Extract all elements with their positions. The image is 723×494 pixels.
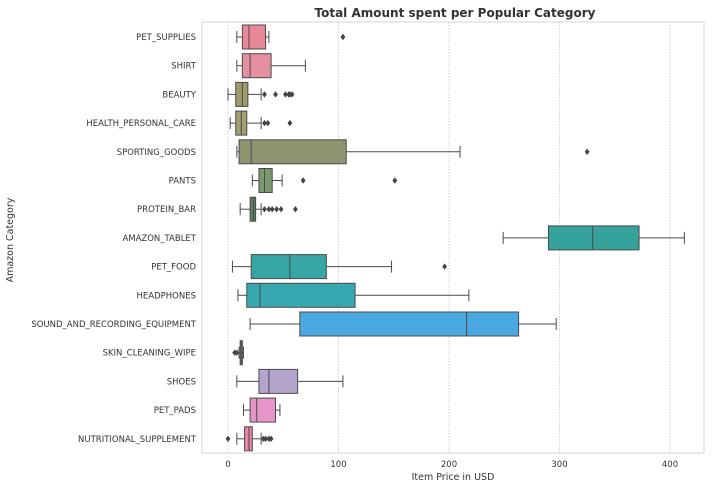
- box-iqr: [238, 139, 347, 165]
- x-tick-label: 100: [330, 460, 346, 470]
- category-label: SHOES: [167, 377, 196, 387]
- category-labels: PET_SUPPLIES SHIRT BEAUTY HEALTH_PERSONAL_C…: [31, 33, 196, 445]
- box-iqr: [241, 24, 267, 50]
- outlier-point: [300, 177, 306, 184]
- box-iqr: [258, 368, 299, 394]
- x-tick-labels: 0 100 200 300 400: [225, 460, 678, 470]
- box-beauty: [227, 81, 295, 107]
- outlier-point: [584, 148, 590, 155]
- box-nutritional-supplement: [225, 426, 274, 452]
- category-label: SPORTING_GOODS: [117, 148, 196, 158]
- category-label: BEAUTY: [162, 90, 196, 100]
- outlier-point: [262, 206, 267, 213]
- outlier-point: [268, 435, 274, 442]
- box-headphones: [237, 282, 470, 308]
- box-iqr: [244, 426, 253, 452]
- category-label: PET_SUPPLIES: [136, 33, 196, 43]
- outlier-point: [225, 435, 231, 442]
- x-tick-label: 0: [225, 460, 230, 470]
- boxes-layer: [225, 24, 685, 452]
- box-iqr: [249, 196, 257, 222]
- box-protein-bar: [239, 196, 298, 222]
- box-iqr: [299, 311, 520, 337]
- outlier-point: [262, 119, 267, 127]
- category-label: PANTS: [169, 177, 196, 187]
- box-sporting-goods: [236, 139, 590, 165]
- category-label: HEALTH_PERSONAL_CARE: [86, 119, 196, 129]
- outlier-point: [263, 435, 268, 442]
- plot-frame: [201, 21, 705, 454]
- outlier-point: [392, 177, 398, 184]
- box-iqr: [258, 168, 273, 193]
- box-iqr: [241, 53, 272, 79]
- outlier-point: [283, 91, 288, 98]
- category-label: PET_FOOD: [151, 263, 196, 273]
- category-label: HEADPHONES: [137, 291, 196, 301]
- y-axis-label: Amazon Category: [5, 197, 16, 282]
- category-label: AMAZON_TABLET: [122, 234, 196, 244]
- box-pet-food: [231, 254, 447, 280]
- box-pet-pads: [242, 397, 281, 423]
- x-tick-label: 400: [662, 460, 678, 470]
- category-label: NUTRITIONAL_SUPPLEMENT: [78, 435, 197, 445]
- category-label: SOUND_AND_RECORDING_EQUIPMENT: [31, 320, 196, 330]
- box-iqr: [249, 397, 277, 423]
- box-shirt: [236, 53, 306, 79]
- outlier-point: [234, 349, 240, 356]
- outlier-point: [269, 206, 275, 213]
- outlier-point: [287, 119, 293, 127]
- outlier-point: [266, 206, 272, 213]
- box-iqr: [250, 254, 327, 280]
- box-amazon-tablet: [502, 225, 685, 251]
- box-iqr: [547, 225, 640, 251]
- outlier-point: [265, 119, 271, 127]
- box-pants: [251, 168, 398, 193]
- category-label: SKIN_CLEANING_WIPE: [103, 349, 196, 359]
- category-label: PROTEIN_BAR: [137, 205, 196, 215]
- outlier-point: [278, 206, 284, 213]
- x-axis-label: Item Price in USD: [412, 472, 495, 483]
- box-iqr: [246, 282, 356, 308]
- category-label: PET_PADS: [154, 406, 196, 416]
- box-skin-cleaning-wipe: [232, 340, 244, 366]
- outlier-point: [340, 33, 346, 41]
- box-health-personal-care: [229, 110, 293, 136]
- outlier-point: [273, 91, 278, 98]
- outlier-point: [274, 206, 280, 213]
- category-label: SHIRT: [171, 62, 197, 72]
- outlier-point: [262, 91, 267, 98]
- outlier-point: [442, 263, 447, 270]
- outlier-point: [289, 91, 295, 98]
- outlier-point: [293, 206, 298, 213]
- x-tick-label: 200: [441, 460, 457, 470]
- x-tick-label: 300: [551, 460, 567, 470]
- chart-title: Total Amount spent per Popular Category: [315, 6, 596, 20]
- box-sound-and-recording-equipment: [249, 311, 557, 337]
- box-pet-supplies: [236, 24, 346, 50]
- box-shoes: [236, 368, 344, 394]
- box-iqr: [235, 81, 249, 107]
